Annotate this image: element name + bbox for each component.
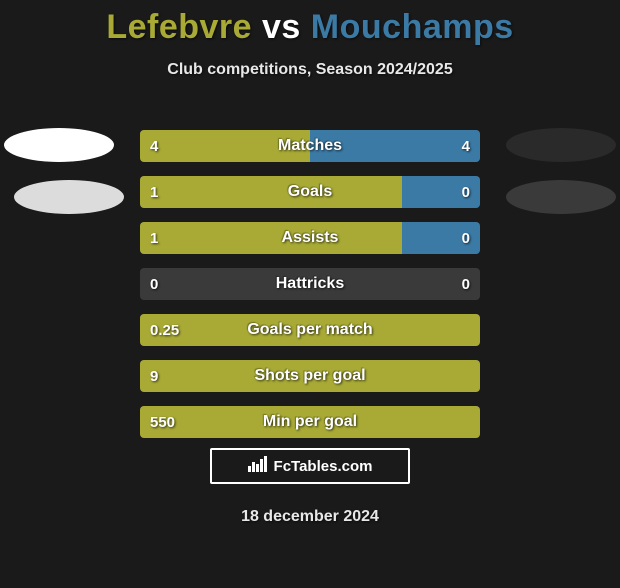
stat-bar-left bbox=[140, 222, 402, 254]
subtitle: Club competitions, Season 2024/2025 bbox=[0, 61, 620, 79]
stat-bar-left bbox=[140, 130, 310, 162]
stat-row: Hattricks0 0 bbox=[140, 268, 480, 300]
stat-label: Hattricks bbox=[140, 268, 480, 300]
stat-bar-right bbox=[402, 176, 480, 208]
comparison-title: Lefebvre vs Mouchamps bbox=[0, 8, 620, 47]
stat-bar-left bbox=[140, 360, 480, 392]
player2-name: Mouchamps bbox=[311, 8, 514, 46]
stat-bar-left bbox=[140, 176, 402, 208]
vs-text: vs bbox=[262, 8, 301, 46]
stat-row: Assists10 bbox=[140, 222, 480, 254]
decorative-oval bbox=[14, 180, 124, 214]
stat-row: Goals per match0.25 bbox=[140, 314, 480, 346]
stat-bar-left bbox=[140, 314, 480, 346]
player1-name: Lefebvre bbox=[106, 8, 252, 46]
decorative-oval bbox=[4, 128, 114, 162]
stat-value-left: 0 bbox=[150, 268, 158, 300]
stat-bar-left bbox=[140, 406, 480, 438]
decorative-oval bbox=[506, 180, 616, 214]
attribution-text: FcTables.com bbox=[274, 458, 373, 475]
stat-row: Min per goal550 bbox=[140, 406, 480, 438]
date-text: 18 december 2024 bbox=[0, 508, 620, 526]
stat-value-right: 0 bbox=[462, 268, 470, 300]
attribution-badge: FcTables.com bbox=[210, 448, 410, 484]
stat-bar-right bbox=[310, 130, 480, 162]
bar-chart-icon bbox=[248, 456, 268, 477]
stat-bar-right bbox=[402, 222, 480, 254]
stats-bars: Matches44 Goals10 Assists10 Hattricks0 0 Goal… bbox=[140, 130, 480, 452]
stat-row: Shots per goal9 bbox=[140, 360, 480, 392]
decorative-oval bbox=[506, 128, 616, 162]
stat-row: Goals10 bbox=[140, 176, 480, 208]
stat-row: Matches44 bbox=[140, 130, 480, 162]
